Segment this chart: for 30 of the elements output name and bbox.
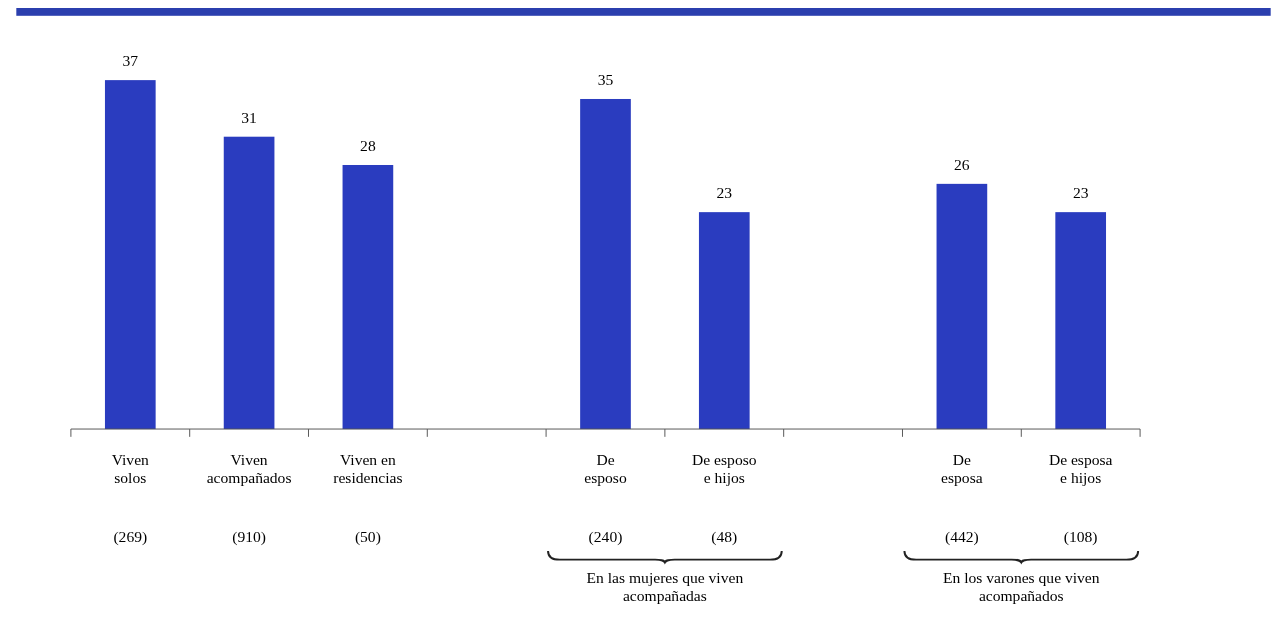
text: (240) — [588, 528, 623, 547]
x-tick-label: Viven solos — [111, 451, 150, 486]
data-label: 35 — [597, 71, 614, 89]
data-label: 31 — [241, 109, 257, 127]
x-tick-label: Viven acompañados — [206, 451, 292, 486]
bar — [936, 183, 988, 430]
text: En los varones que viven acompañados — [942, 569, 1100, 604]
data-label: 23 — [1072, 184, 1089, 202]
bar — [1055, 212, 1107, 430]
bar — [698, 212, 750, 430]
bar — [342, 165, 394, 430]
text: (48) — [711, 528, 738, 547]
bar — [104, 80, 156, 430]
text: (108) — [1063, 528, 1098, 547]
x-tick-label: De esposa — [941, 451, 983, 486]
bar — [580, 98, 631, 430]
data-label: 37 — [122, 52, 139, 70]
text: (50) — [354, 528, 381, 547]
x-tick-label: Viven en residencias — [333, 451, 403, 486]
text: (269) — [113, 528, 148, 547]
data-label: 28 — [360, 137, 376, 155]
data-label: 23 — [716, 184, 733, 202]
x-tick-label: De esposa e hijos — [1048, 451, 1113, 486]
text: (910) — [232, 528, 266, 547]
bar — [223, 136, 275, 430]
x-tick-label: De esposo e hijos — [692, 451, 757, 486]
text: En las mujeres que viven acompañadas — [586, 569, 744, 604]
data-label: 26 — [954, 156, 970, 174]
x-tick-label: De esposo — [584, 451, 627, 486]
text: (442) — [945, 528, 979, 547]
